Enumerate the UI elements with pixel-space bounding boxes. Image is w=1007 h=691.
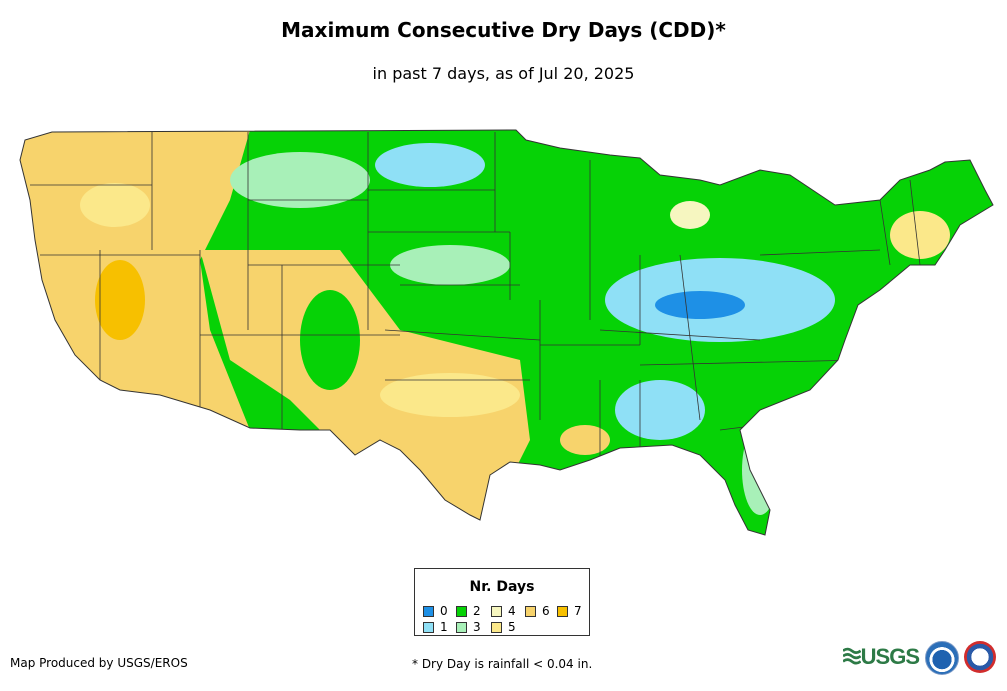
alabama-region xyxy=(615,380,705,440)
new-england-region xyxy=(890,211,950,259)
legend-swatch xyxy=(456,621,467,633)
dry-day-footnote: * Dry Day is rainfall < 0.04 in. xyxy=(412,657,593,671)
dry-days-map xyxy=(19,129,994,536)
southwest-dry-region xyxy=(200,250,530,535)
legend-swatch xyxy=(491,605,502,617)
noaa-logo xyxy=(925,641,959,675)
legend-label: 3 xyxy=(473,620,481,634)
legend-swatch xyxy=(557,605,568,617)
legend-item-2: 2 xyxy=(456,604,481,618)
legend-swatch xyxy=(491,621,502,633)
map-title: Maximum Consecutive Dry Days (CDD)* xyxy=(281,18,726,42)
michigan-region xyxy=(670,201,710,229)
legend-label: 0 xyxy=(440,604,448,618)
legend-label: 7 xyxy=(574,604,582,618)
legend-item-5: 5 xyxy=(491,620,516,634)
legend-swatch xyxy=(423,621,434,633)
legend-item-4: 4 xyxy=(491,604,516,618)
oregon-region xyxy=(80,183,150,227)
usgs-logo-text: USGS xyxy=(860,644,920,669)
legend-label: 2 xyxy=(473,604,481,618)
legend-item-7: 7 xyxy=(557,604,582,618)
legend: Nr. Days 0 1 2 3 4 5 6 7 xyxy=(414,568,590,636)
usgs-logo: USGS xyxy=(843,642,920,672)
legend-title: Nr. Days xyxy=(469,579,535,595)
louisiana-region xyxy=(560,425,610,455)
nws-logo xyxy=(964,641,996,673)
montana-region xyxy=(230,152,370,208)
map-subtitle: in past 7 days, as of Jul 20, 2025 xyxy=(372,64,635,83)
legend-swatch xyxy=(423,605,434,617)
usgs-wave-icon xyxy=(843,647,861,665)
legend-item-6: 6 xyxy=(525,604,550,618)
produced-by-credit: Map Produced by USGS/EROS xyxy=(10,656,188,670)
legend-label: 4 xyxy=(508,604,516,618)
legend-label: 1 xyxy=(440,620,448,634)
new-mexico-green xyxy=(300,290,360,390)
nevada-region xyxy=(95,260,145,340)
legend-swatch xyxy=(525,605,536,617)
kentucky-region xyxy=(655,291,745,319)
nebraska-region xyxy=(390,245,510,285)
legend-item-3: 3 xyxy=(456,620,481,634)
texas-region xyxy=(380,373,520,417)
legend-item-0: 0 xyxy=(423,604,448,618)
legend-swatch xyxy=(456,605,467,617)
dakota-region xyxy=(375,143,485,187)
legend-item-1: 1 xyxy=(423,620,448,634)
florida-region xyxy=(742,425,778,515)
legend-label: 6 xyxy=(542,604,550,618)
legend-label: 5 xyxy=(508,620,516,634)
